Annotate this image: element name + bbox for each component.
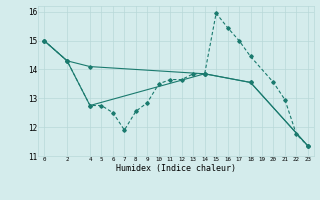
X-axis label: Humidex (Indice chaleur): Humidex (Indice chaleur)	[116, 164, 236, 173]
